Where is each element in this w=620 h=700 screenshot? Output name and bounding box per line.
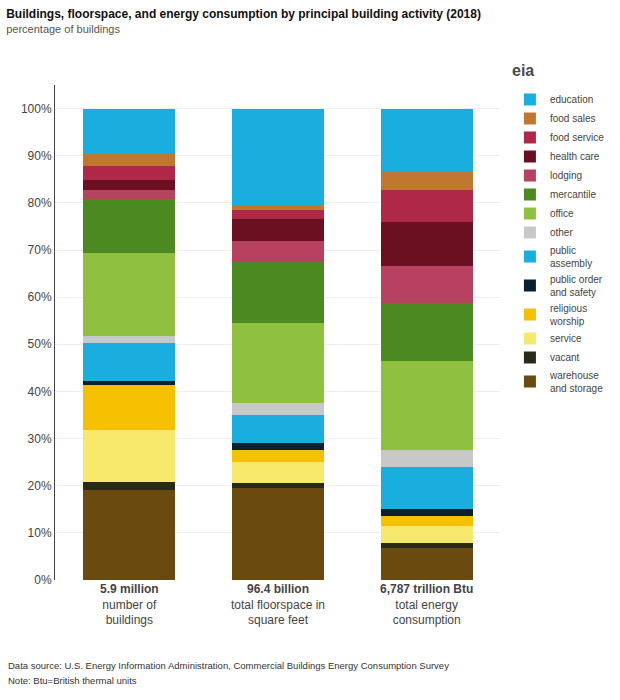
- svg-text:Note: Btu=British thermal unit: Note: Btu=British thermal units: [8, 675, 137, 686]
- svg-text:30%: 30%: [28, 432, 52, 446]
- svg-text:50%: 50%: [28, 337, 52, 351]
- svg-text:60%: 60%: [28, 290, 52, 304]
- svg-text:80%: 80%: [28, 196, 52, 210]
- svg-text:other: other: [550, 227, 573, 238]
- svg-text:40%: 40%: [28, 385, 52, 399]
- svg-text:lodging: lodging: [550, 170, 582, 181]
- svg-text:food service: food service: [550, 132, 604, 143]
- svg-text:health care: health care: [550, 151, 600, 162]
- svg-text:service: service: [550, 333, 582, 344]
- svg-text:publicassembly: publicassembly: [550, 245, 592, 269]
- svg-text:20%: 20%: [28, 479, 52, 493]
- svg-text:Data source: U.S. Energy Infor: Data source: U.S. Energy Information Adm…: [8, 660, 449, 671]
- svg-text:vacant: vacant: [550, 352, 580, 363]
- svg-text:mercantile: mercantile: [550, 189, 597, 200]
- svg-text:religiousworship: religiousworship: [549, 303, 587, 327]
- svg-text:0%: 0%: [34, 573, 52, 587]
- svg-text:Buildings, floorspace, and ene: Buildings, floorspace, and energy consum…: [6, 7, 481, 36]
- svg-text:10%: 10%: [28, 526, 52, 540]
- svg-text:90%: 90%: [28, 149, 52, 163]
- svg-text:5.9 millionnumber ofbuildings: 5.9 millionnumber ofbuildings: [100, 582, 159, 627]
- svg-text:public orderand safety: public orderand safety: [550, 274, 603, 298]
- svg-text:6,787 trillion Btutotal energy: 6,787 trillion Btutotal energyconsumptio…: [380, 582, 473, 627]
- svg-text:100%: 100%: [21, 102, 52, 116]
- svg-text:96.4 billiontotal floorspace i: 96.4 billiontotal floorspace insquare fe…: [231, 582, 325, 627]
- svg-text:food sales: food sales: [550, 113, 596, 124]
- svg-text:education: education: [550, 94, 593, 105]
- svg-text:eia: eia: [512, 62, 534, 79]
- svg-text:70%: 70%: [28, 243, 52, 257]
- svg-text:office: office: [550, 208, 574, 219]
- svg-text:warehouseand storage: warehouseand storage: [549, 370, 603, 394]
